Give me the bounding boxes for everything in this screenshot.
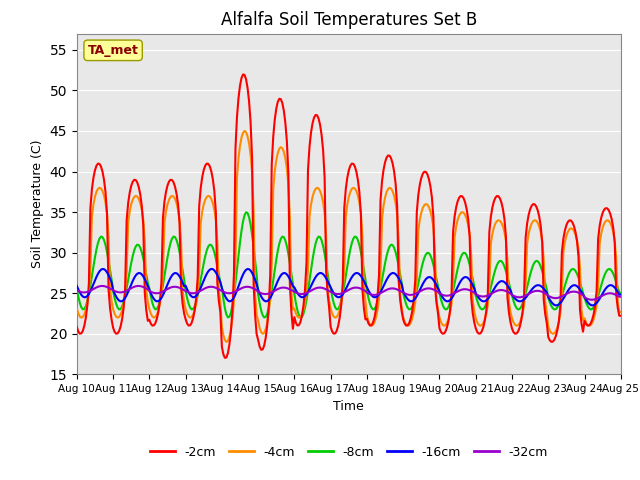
-16cm bbox=[88, 285, 96, 291]
Line: -8cm: -8cm bbox=[77, 212, 621, 317]
-2cm bbox=[174, 202, 182, 207]
-8cm bbox=[386, 244, 394, 250]
-16cm bbox=[554, 302, 561, 308]
-32cm bbox=[99, 283, 106, 289]
-32cm bbox=[73, 288, 81, 293]
-4cm bbox=[617, 309, 625, 315]
X-axis label: Time: Time bbox=[333, 400, 364, 413]
-4cm bbox=[241, 128, 248, 134]
-16cm bbox=[552, 302, 559, 308]
-2cm bbox=[554, 327, 561, 333]
Line: -16cm: -16cm bbox=[77, 269, 621, 305]
-2cm bbox=[88, 186, 96, 192]
-8cm bbox=[617, 290, 625, 296]
-2cm bbox=[386, 153, 394, 158]
-32cm bbox=[552, 295, 559, 301]
-32cm bbox=[403, 291, 410, 297]
-2cm bbox=[416, 182, 424, 188]
-16cm bbox=[99, 266, 106, 272]
-32cm bbox=[88, 287, 96, 293]
-4cm bbox=[223, 339, 230, 345]
-4cm bbox=[174, 207, 182, 213]
-32cm bbox=[384, 287, 392, 292]
Line: -2cm: -2cm bbox=[77, 74, 621, 358]
-4cm bbox=[404, 323, 412, 329]
-2cm bbox=[617, 313, 625, 319]
-32cm bbox=[176, 285, 184, 291]
-16cm bbox=[73, 283, 81, 288]
Line: -32cm: -32cm bbox=[77, 286, 621, 300]
-16cm bbox=[617, 292, 625, 298]
Line: -4cm: -4cm bbox=[77, 131, 621, 342]
-16cm bbox=[415, 290, 422, 296]
-8cm bbox=[416, 273, 424, 279]
-8cm bbox=[260, 314, 268, 320]
-16cm bbox=[403, 294, 410, 300]
-4cm bbox=[416, 217, 424, 223]
-8cm bbox=[174, 242, 182, 248]
-8cm bbox=[404, 305, 412, 311]
Text: TA_met: TA_met bbox=[88, 44, 138, 57]
-4cm bbox=[73, 306, 81, 312]
-2cm bbox=[239, 72, 247, 77]
-32cm bbox=[415, 289, 422, 295]
-32cm bbox=[617, 294, 625, 300]
-8cm bbox=[88, 273, 96, 279]
-16cm bbox=[176, 274, 184, 279]
Title: Alfalfa Soil Temperatures Set B: Alfalfa Soil Temperatures Set B bbox=[221, 11, 477, 29]
-2cm bbox=[221, 355, 228, 361]
-16cm bbox=[384, 274, 392, 280]
-8cm bbox=[554, 305, 561, 311]
-4cm bbox=[554, 324, 561, 330]
-32cm bbox=[588, 297, 596, 302]
-8cm bbox=[73, 286, 81, 291]
-8cm bbox=[242, 209, 250, 215]
-2cm bbox=[73, 324, 81, 330]
Legend: -2cm, -4cm, -8cm, -16cm, -32cm: -2cm, -4cm, -8cm, -16cm, -32cm bbox=[145, 441, 553, 464]
Y-axis label: Soil Temperature (C): Soil Temperature (C) bbox=[31, 140, 44, 268]
-2cm bbox=[404, 323, 412, 328]
-4cm bbox=[386, 185, 394, 191]
-4cm bbox=[88, 214, 96, 220]
